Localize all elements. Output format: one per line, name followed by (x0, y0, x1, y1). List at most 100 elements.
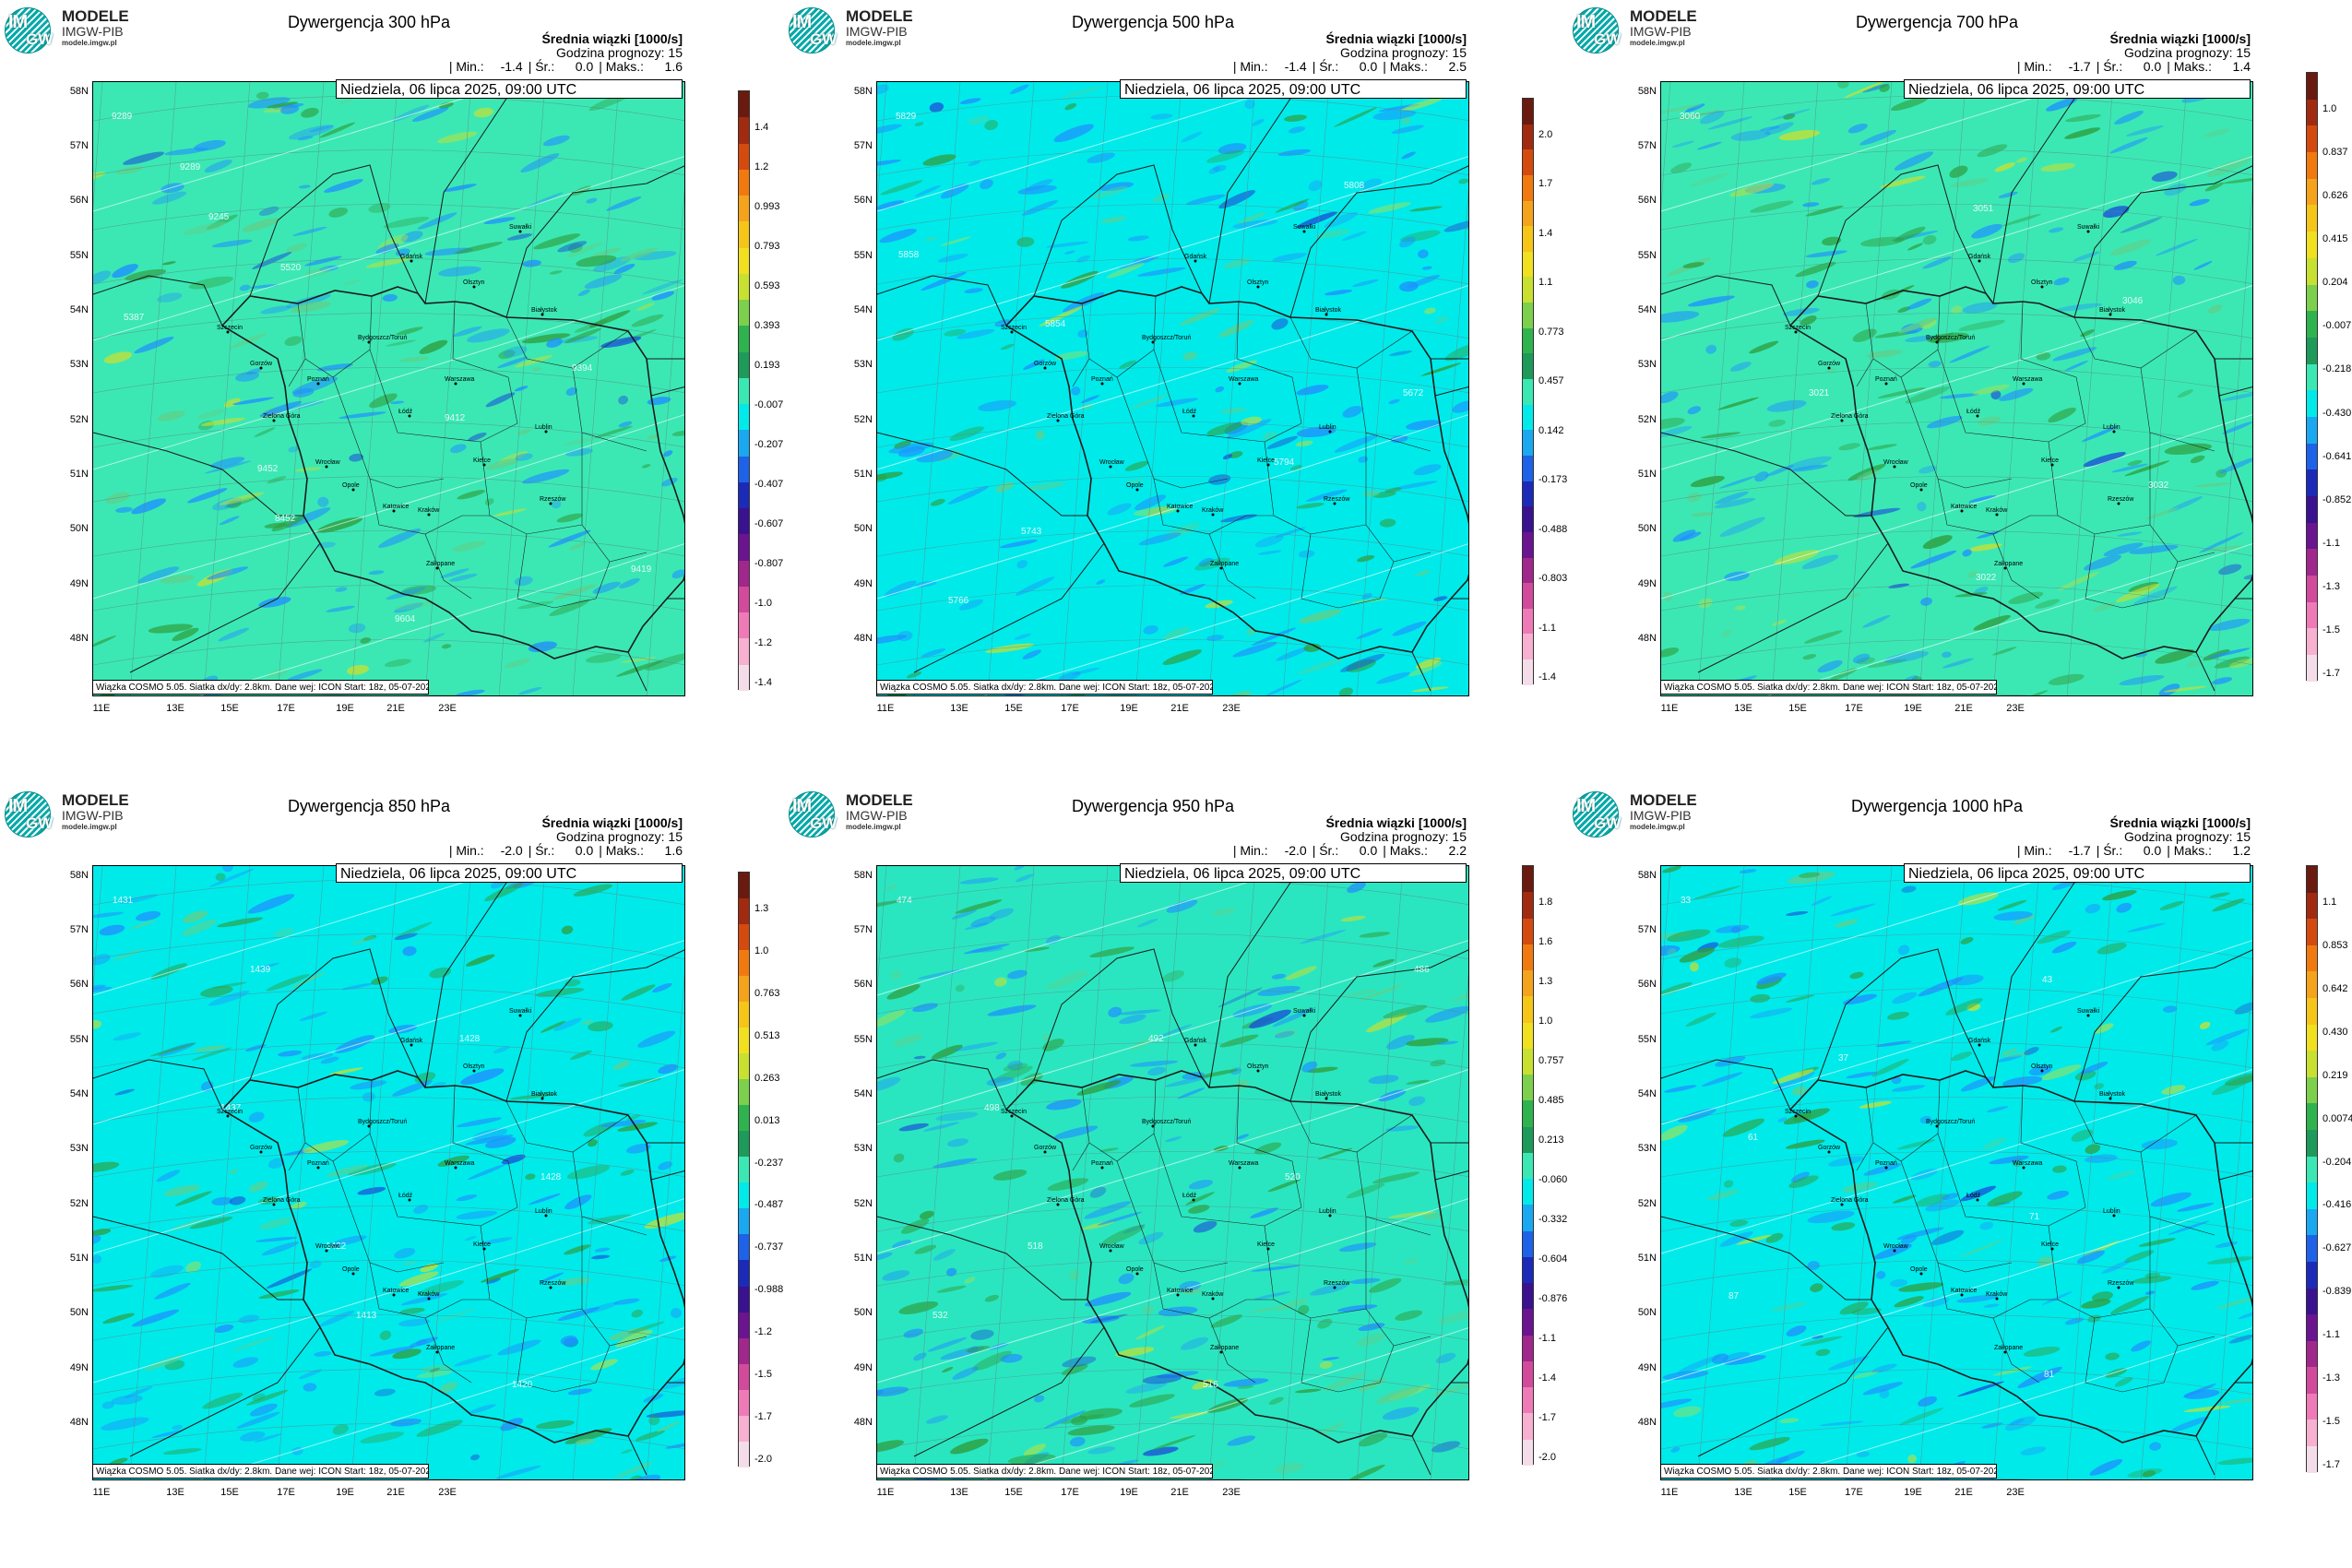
city-label: Warszawa (1229, 376, 1259, 383)
latitude-label: 56N (853, 195, 873, 206)
divergence-cell (93, 1235, 101, 1245)
voivodeship-border (1236, 301, 1302, 424)
colorbar-segment (739, 1389, 749, 1416)
colorbar-label: 1.1 (2322, 897, 2337, 908)
city-dot (1976, 414, 1979, 418)
divergence-cell (247, 894, 295, 914)
voivodeship-border (1301, 533, 1395, 609)
longitude-label: 13E (1734, 703, 1752, 714)
divergence-cell (942, 1367, 954, 1373)
city-label: Suwałki (1293, 1008, 1316, 1015)
stat-avg-label: | Śr.: (1312, 843, 1339, 858)
divergence-cell (1756, 972, 1787, 985)
divergence-cell (297, 136, 314, 141)
city-dot (435, 1350, 439, 1354)
divergence-cell (893, 1034, 923, 1047)
divergence-cell (113, 948, 144, 961)
city-dot (1978, 1043, 1981, 1047)
divergence-cell (2142, 1470, 2156, 1478)
divergence-cell (156, 1170, 181, 1182)
longitude-label: 15E (1004, 703, 1023, 714)
divergence-cell (223, 398, 241, 408)
city-dot (1893, 1249, 1896, 1253)
colorbar-label: -0.207 (754, 439, 784, 450)
colorbar-label: -0.204 (2322, 1156, 2352, 1168)
divergence-cell (1788, 871, 1835, 885)
longitude-line (129, 82, 177, 695)
colorbar-segment (739, 1337, 749, 1364)
divergence-cell (953, 1041, 999, 1051)
divergence-cell (2214, 656, 2250, 669)
divergence-cell (528, 1193, 561, 1206)
divergence-cell (1729, 362, 1752, 372)
divergence-cell (2103, 542, 2144, 557)
panel-title: Dywergencja 850 hPa (287, 797, 451, 815)
divergence-cell (525, 192, 564, 208)
divergence-cell (163, 1184, 201, 1197)
divergence-cell (1989, 1155, 2029, 1165)
divergence-cell (398, 1318, 431, 1327)
divergence-cell (553, 1017, 583, 1031)
contour-label: 5808 (1344, 181, 1365, 191)
divergence-cell (1107, 503, 1132, 516)
divergence-cell (2047, 1190, 2070, 1200)
stat-avg: 0.0 (575, 59, 594, 74)
longitude-label: 19E (336, 703, 354, 714)
divergence-cell (413, 1205, 429, 1214)
latitude-line (877, 530, 1468, 557)
divergence-cell (347, 664, 369, 675)
city-label: Warszawa (445, 1160, 475, 1167)
contour-label: 3051 (1973, 204, 1994, 214)
latitude-line (877, 1206, 1468, 1232)
divergence-cell (2159, 900, 2184, 910)
divergence-cell (1236, 1134, 1250, 1140)
divergence-cell (2071, 1129, 2094, 1142)
divergence-cell (1166, 899, 1198, 913)
contour-label: 1428 (459, 1034, 481, 1044)
colorbar-segment (1523, 1179, 1533, 1206)
city-dot (1151, 1124, 1155, 1128)
divergence-cell (429, 967, 452, 979)
city-dot (2003, 1350, 2007, 1354)
city-dot (1109, 465, 1112, 469)
voivodeship-border (424, 533, 472, 600)
divergence-cell (2220, 392, 2252, 401)
divergence-cell (1346, 1182, 1385, 1199)
stat-max: 2.5 (1448, 59, 1467, 74)
divergence-cell (1024, 946, 1051, 952)
divergence-cell (2008, 591, 2044, 604)
colorbar-segment (739, 664, 749, 691)
city-dot (408, 414, 411, 418)
divergence-cell (1458, 178, 1468, 184)
voivodeship-border (1264, 1225, 1367, 1319)
latitude-label: 51N (69, 469, 89, 480)
latitude-line (1661, 149, 2252, 176)
divergence-cell (1873, 1243, 1912, 1260)
divergence-cell (1846, 1071, 1878, 1079)
latitude-line (93, 1206, 684, 1232)
divergence-cell (2177, 389, 2193, 398)
colorbar-label: 1.7 (1538, 178, 1553, 190)
divergence-cell (1437, 1309, 1468, 1324)
divergence-cell (984, 1294, 999, 1302)
city-label: Lublin (1319, 424, 1336, 431)
divergence-cell (1033, 1395, 1045, 1403)
voivodeship-border (1088, 1079, 1157, 1162)
colorbar-label: 1.8 (1538, 897, 1553, 908)
divergence-cell (1179, 1280, 1202, 1291)
colorbar-segment (739, 273, 749, 300)
height-contour (1766, 543, 2252, 695)
latitude-label: 48N (853, 633, 873, 644)
divergence-cell (1849, 971, 1864, 980)
colorbar-segment (2307, 866, 2317, 893)
model-footer: Wiązka COSMO 5.05. Siatka dx/dy: 2.8km. … (876, 1464, 1213, 1479)
divergence-cell (149, 1042, 196, 1057)
divergence-cell (187, 488, 228, 504)
divergence-cell (1022, 649, 1041, 659)
map-panel: IM GW MODELE IMGW-PIB modele.imgw.pl Dywergen… (0, 0, 784, 784)
colorbar-label: 0.793 (754, 241, 780, 252)
logo-emblem-icon: IM GW (789, 7, 837, 53)
longitude-line (1356, 866, 1404, 1479)
graticule (877, 866, 1468, 1479)
divergence-cell (2211, 1075, 2252, 1096)
